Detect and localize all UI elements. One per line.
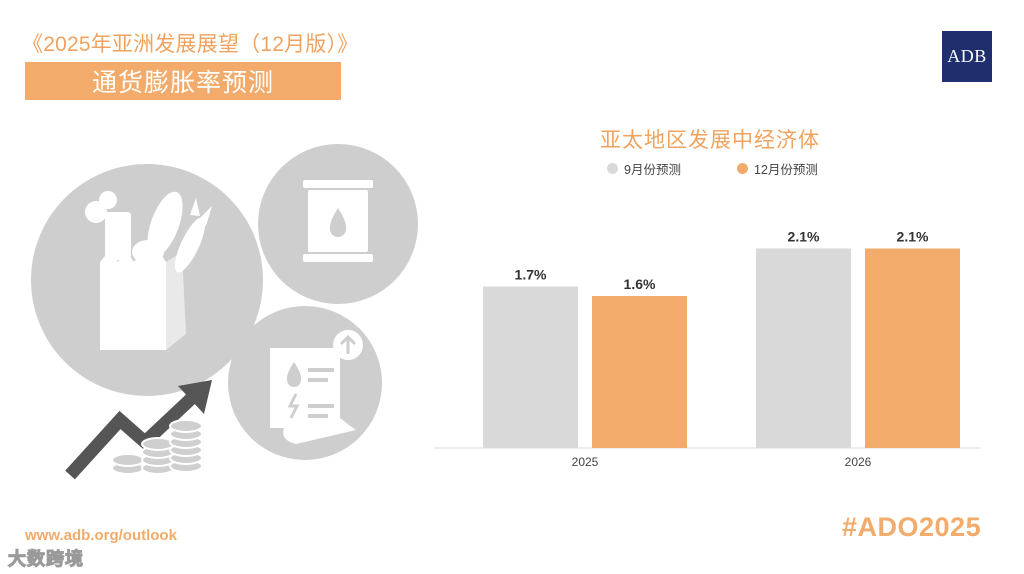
footer-url-link[interactable]: www.adb.org/outlook bbox=[25, 527, 177, 544]
hashtag: #ADO2025 bbox=[842, 512, 982, 542]
bar-2026-series-1 bbox=[865, 248, 960, 448]
oil-barrel-icon bbox=[303, 180, 373, 262]
data-label-2025-series-0: 1.7% bbox=[515, 267, 547, 283]
chart-title: 亚太地区发展中经济体 bbox=[600, 129, 820, 152]
subtitle-banner: 通货膨胀率预测 bbox=[25, 62, 341, 100]
legend-swatch-december bbox=[737, 163, 748, 174]
utility-bill-icon bbox=[270, 330, 363, 444]
bar-2025-series-1 bbox=[592, 296, 687, 448]
adb-logo: ADB bbox=[942, 31, 992, 82]
legend-label-december: 12月份预测 bbox=[754, 163, 818, 177]
legend-label-september: 9月份预测 bbox=[624, 163, 681, 177]
x-tick-label-2026: 2026 bbox=[845, 455, 872, 469]
data-label-2026-series-0: 2.1% bbox=[788, 229, 820, 245]
report-title: 《2025年亚洲发展展望（12月版）》 bbox=[22, 33, 359, 56]
subtitle-text: 通货膨胀率预测 bbox=[91, 69, 274, 97]
logo-text: ADB bbox=[947, 46, 987, 66]
data-label-2026-series-1: 2.1% bbox=[897, 229, 929, 245]
data-label-2025-series-1: 1.6% bbox=[624, 276, 656, 292]
watermark: 大数跨境 bbox=[8, 549, 84, 570]
rising-arrow-icon bbox=[65, 380, 212, 480]
grocery-bag-icon bbox=[85, 191, 212, 350]
bar-2025-series-0 bbox=[483, 286, 578, 448]
legend-item-december: 12月份预测 bbox=[737, 159, 818, 178]
legend-swatch-september bbox=[607, 163, 618, 174]
x-tick-label-2025: 2025 bbox=[572, 455, 599, 469]
coin-stack-icon bbox=[111, 419, 203, 475]
legend-item-september: 9月份预测 bbox=[607, 159, 681, 178]
bar-chart: 1.7% 1.6% 2025 2.1% 2.1% 2026 bbox=[434, 229, 980, 469]
bar-2026-series-0 bbox=[756, 248, 851, 448]
